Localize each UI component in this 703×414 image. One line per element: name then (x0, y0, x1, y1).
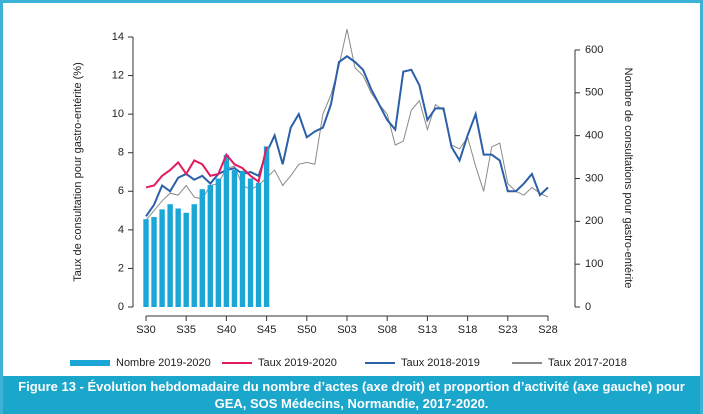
legend-label: Taux 2019-2020 (258, 357, 337, 369)
bar (231, 169, 238, 307)
y2-tick-label: 500 (585, 87, 603, 99)
x-tick-label: S45 (257, 324, 277, 336)
y2-tick-label: 300 (585, 172, 603, 184)
y-tick-label: 14 (112, 31, 124, 43)
y2-tick-label: 400 (585, 130, 603, 142)
bar (159, 209, 165, 307)
bar (239, 170, 246, 307)
bar (207, 184, 214, 307)
y-tick-label: 12 (112, 69, 124, 81)
bar (151, 217, 157, 307)
x-tick-label: S23 (498, 324, 518, 336)
bar (191, 204, 197, 307)
x-tick-label: S28 (538, 324, 558, 336)
y-axis-label: Taux de consultation pour gastro-entérit… (72, 62, 84, 282)
bar (143, 219, 149, 307)
y-tick-label: 8 (118, 147, 124, 159)
x-tick-label: S50 (297, 324, 317, 336)
y2-tick-label: 600 (585, 44, 603, 56)
bar (175, 208, 181, 307)
legend-label: Nombre 2019-2020 (116, 357, 211, 369)
x-tick-label: S18 (458, 324, 478, 336)
legend-label: Taux 2017-2018 (548, 357, 627, 369)
legend-swatch (70, 360, 110, 366)
y-tick-label: 10 (112, 108, 124, 120)
x-tick-label: S08 (377, 324, 397, 336)
bar (215, 178, 222, 307)
x-tick-label: S13 (418, 324, 438, 336)
line (145, 146, 268, 189)
y2-tick-label: 0 (585, 301, 591, 313)
bar (263, 146, 270, 307)
bar (199, 189, 205, 307)
y2-axis-label: Nombre de consultations pour gastro-enté… (622, 68, 634, 289)
bar (167, 204, 173, 307)
bar (255, 182, 262, 307)
y2-tick-label: 100 (585, 258, 603, 270)
y-tick-label: 4 (118, 224, 124, 236)
legend-label: Taux 2018-2019 (401, 357, 480, 369)
y-tick-label: 0 (118, 301, 124, 313)
bar (247, 178, 254, 307)
y2-tick-label: 200 (585, 215, 603, 227)
bar (223, 154, 230, 307)
x-tick-label: S35 (176, 324, 196, 336)
line (145, 29, 549, 221)
bar (183, 212, 189, 307)
line (145, 55, 549, 217)
x-tick-label: S40 (217, 324, 237, 336)
y-tick-label: 2 (118, 262, 124, 274)
figure-caption: Figure 13 - Évolution hebdomadaire du no… (3, 376, 700, 414)
x-tick-label: S03 (337, 324, 357, 336)
y-tick-label: 6 (118, 185, 124, 197)
x-tick-label: S30 (136, 324, 156, 336)
